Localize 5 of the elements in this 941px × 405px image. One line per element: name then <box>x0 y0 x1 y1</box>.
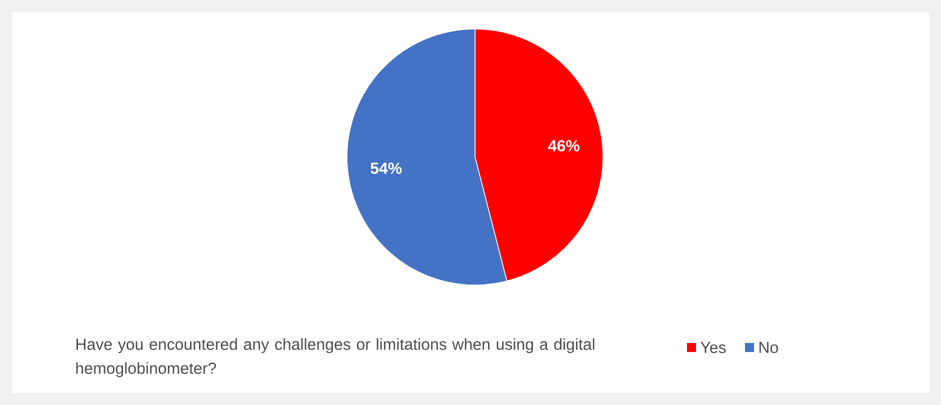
legend-title: Have you encountered any challenges or limitations when using a digital hemoglobinometer? <box>76 338 594 378</box>
legend-label: Yes <box>700 342 726 354</box>
legend-label: No <box>760 342 778 354</box>
data-label: 54% <box>370 162 402 174</box>
data-label: 46% <box>548 140 580 152</box>
